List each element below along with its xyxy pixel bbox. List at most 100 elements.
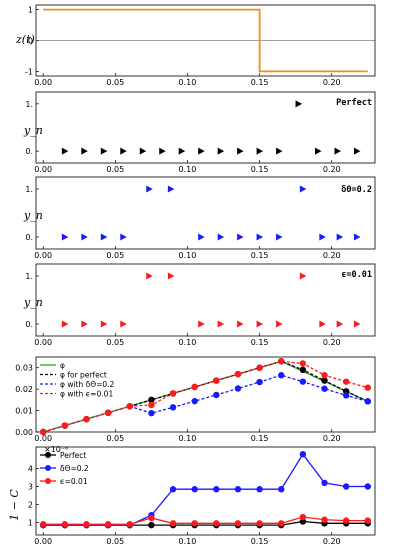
yn-marker <box>120 320 127 328</box>
y-tick-label: 1. <box>25 185 33 194</box>
series-point <box>126 403 133 410</box>
yn-marker <box>217 147 225 155</box>
x-tick-label: 0.20 <box>323 78 341 87</box>
legend-label: φ with δΘ=0.2 <box>60 380 115 389</box>
series-point <box>61 521 69 528</box>
panel-zt: z(t) <box>15 33 35 46</box>
series-point <box>342 378 350 385</box>
x-tick-label: 0.05 <box>106 434 124 443</box>
x-tick-label: 0.00 <box>34 251 52 260</box>
yn-marker <box>61 233 69 241</box>
yn-marker <box>61 320 69 328</box>
series-point <box>321 479 328 487</box>
yn-marker <box>276 233 283 241</box>
legend-marker <box>45 465 51 471</box>
panel-1-frame <box>35 91 376 164</box>
panel-2-frame <box>35 176 376 250</box>
y-tick-label: 2 <box>28 500 33 509</box>
x-tick-label: 0.05 <box>106 78 124 87</box>
series-point <box>278 372 285 379</box>
series-point <box>234 520 242 527</box>
series-point <box>342 517 350 524</box>
x-tick-label: 0.15 <box>251 338 269 347</box>
series-point <box>61 422 69 429</box>
series-point <box>169 390 177 397</box>
x-tick-label: 0.05 <box>106 165 124 174</box>
x-tick-label: 0.10 <box>179 165 197 174</box>
series-point <box>40 428 47 436</box>
yn-marker <box>167 272 175 280</box>
y-tick-label: -1 <box>25 67 33 76</box>
series-point <box>299 450 307 458</box>
series-point <box>364 398 371 405</box>
x-tick-label: 0.15 <box>251 165 269 174</box>
series-point <box>321 372 328 379</box>
series-point <box>364 483 371 490</box>
yn-marker <box>256 233 264 241</box>
y-tick-label: 0. <box>25 320 33 329</box>
series-point <box>299 366 307 374</box>
yn-marker <box>336 233 344 241</box>
x-tick-label: 0.10 <box>179 537 197 546</box>
series-point <box>256 378 263 386</box>
series-point <box>213 520 220 527</box>
x-tick-label: 0.00 <box>34 78 52 87</box>
y-tick-label: 0. <box>25 147 33 156</box>
series-point <box>126 521 133 528</box>
series-point <box>278 520 285 527</box>
x-tick-label: 0.05 <box>106 338 124 347</box>
y-tick-label: 0.03 <box>15 364 33 373</box>
legend-marker <box>45 478 51 484</box>
yn-marker <box>217 233 225 241</box>
x-tick-label: 0.00 <box>34 338 52 347</box>
series-point <box>83 521 90 528</box>
y-tick-label: 0 <box>28 37 33 46</box>
legend-label: φ with ϵ=0.01 <box>60 390 113 399</box>
y-tick-label: 1. <box>25 272 33 281</box>
yn-marker <box>319 233 326 241</box>
series-point <box>169 520 177 527</box>
y-tick-label: 1 <box>28 518 33 527</box>
zt-signal-line <box>43 8 368 73</box>
yn-marker <box>146 272 153 280</box>
x-tick-label: 0.15 <box>251 537 269 546</box>
yn-marker <box>198 320 205 328</box>
scale-label: ×10⁻⁶ <box>44 445 68 454</box>
yn-marker <box>237 233 244 241</box>
yn-marker <box>319 320 326 328</box>
series-point <box>191 520 198 527</box>
yn-marker <box>256 147 264 155</box>
yn-marker <box>100 147 108 155</box>
series-point <box>148 514 155 522</box>
x-tick-label: 0.00 <box>34 434 52 443</box>
yn-marker <box>336 320 344 328</box>
series-point <box>40 521 47 528</box>
series-point <box>299 518 307 525</box>
yn-marker <box>81 320 88 328</box>
panel-infidelity: ×10⁻⁶ 1 − C <box>8 445 68 521</box>
series-point <box>321 377 328 384</box>
panel-eps: ϵ=0.01 y_n <box>23 270 372 309</box>
x-tick-label: 0.10 <box>179 338 197 347</box>
x-tick-label: 0.15 <box>251 78 269 87</box>
y-tick-label: 0.02 <box>15 385 33 394</box>
yn-marker <box>295 100 303 108</box>
yn-marker <box>256 320 264 328</box>
series-point <box>83 415 90 423</box>
perfect-ylabel: y_n <box>23 124 43 137</box>
y-tick-label: 0. <box>25 233 33 242</box>
yn-marker <box>237 320 244 328</box>
yn-marker <box>167 185 175 193</box>
yn-marker <box>299 185 307 193</box>
series-point <box>364 517 371 524</box>
x-tick-label: 0.15 <box>251 434 269 443</box>
series-point <box>148 521 155 529</box>
x-tick-label: 0.10 <box>179 251 197 260</box>
yn-marker <box>139 147 147 155</box>
legend-label: φ <box>60 361 65 370</box>
legend-label: φ for perfect <box>60 371 107 380</box>
series-point <box>213 486 220 493</box>
eps-ylabel: y_n <box>23 296 43 309</box>
series-point <box>256 486 263 493</box>
y-tick-label: 0.01 <box>15 407 33 416</box>
